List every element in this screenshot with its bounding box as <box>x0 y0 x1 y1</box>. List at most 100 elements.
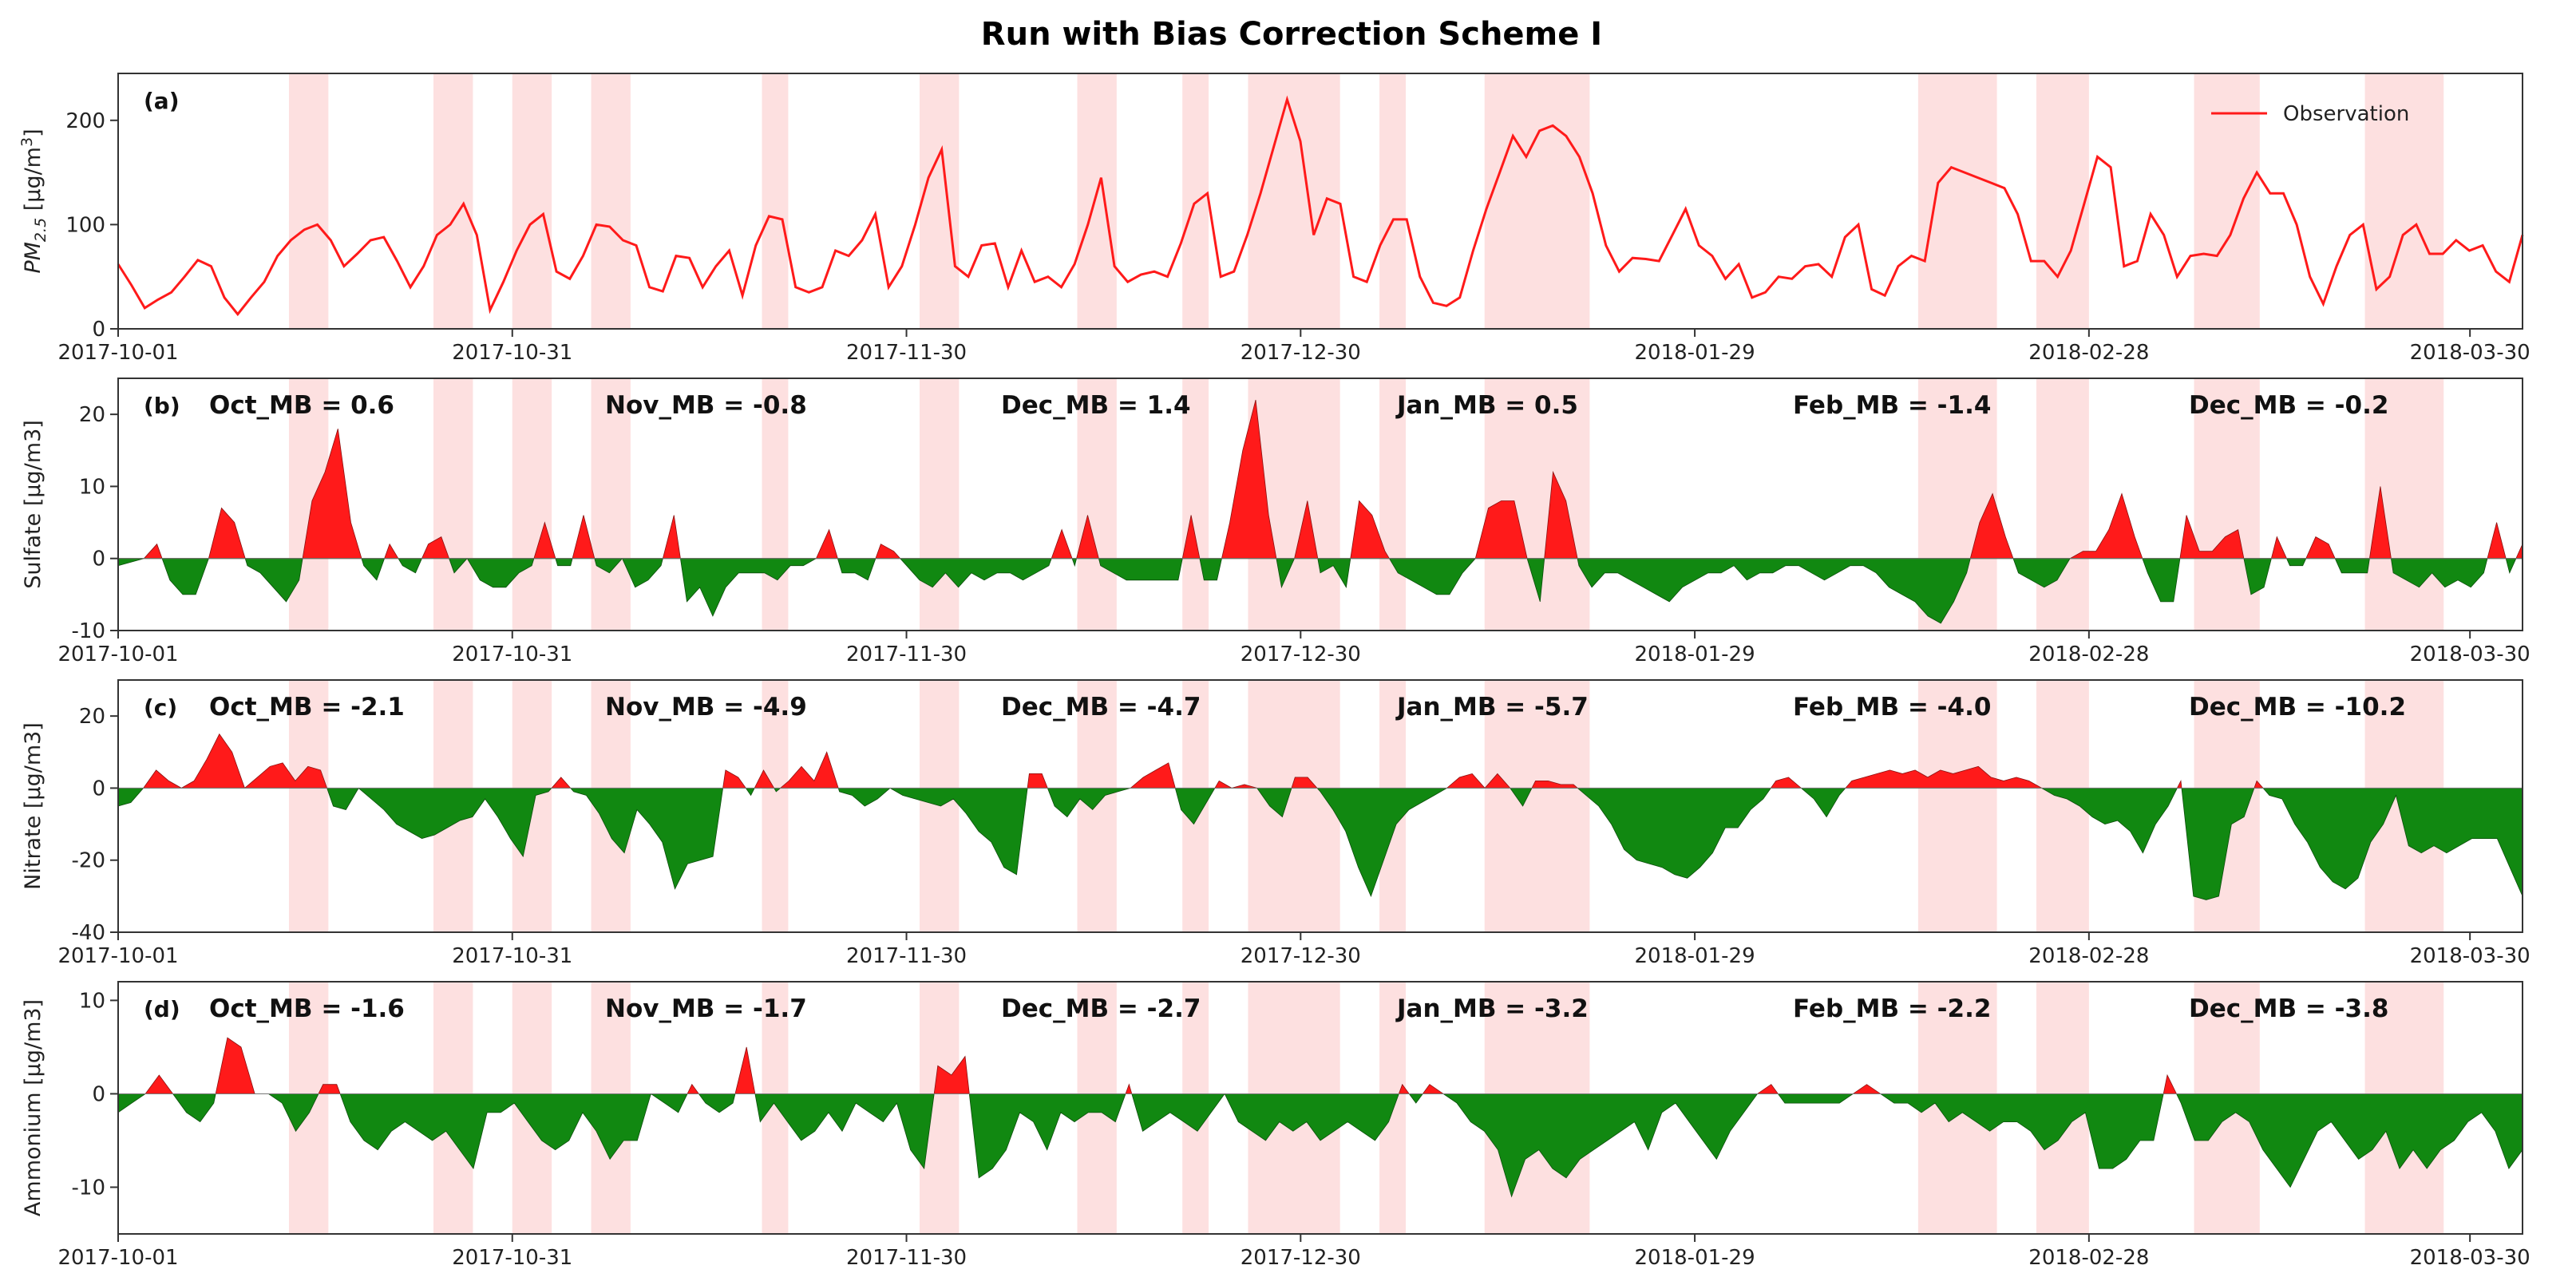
shaded-period <box>920 680 960 932</box>
x-tick-label: 2017-10-01 <box>57 944 178 968</box>
shaded-period <box>2036 73 2089 329</box>
mean-bias-label: Feb_MB = -4.0 <box>1793 693 1991 722</box>
x-tick-label: 2017-10-31 <box>452 642 572 666</box>
shaded-period <box>591 73 631 329</box>
series-line-observation <box>117 95 2524 317</box>
shaded-period <box>2036 378 2089 631</box>
shaded-period <box>2194 378 2260 631</box>
x-tick-label: 2017-10-01 <box>57 341 178 365</box>
shaded-period <box>920 73 960 329</box>
x-tick-label: 2018-02-28 <box>2028 642 2149 666</box>
x-tick-label: 2018-01-29 <box>1635 341 1755 365</box>
panel-label: (b) <box>144 393 180 419</box>
x-tick-label: 2017-12-30 <box>1241 341 1361 365</box>
panel-c: Oct_MB = -2.1 Nov_MB = -4.9 Dec_MB = -4.7 J… <box>21 679 2530 968</box>
y-tick-label: -40 <box>72 921 105 945</box>
x-tick-label: 2017-11-30 <box>846 642 967 666</box>
shaded-period <box>288 73 329 329</box>
shaded-period <box>1182 378 1209 631</box>
y-tick-label: -10 <box>72 619 105 643</box>
x-tick-label: 2017-11-30 <box>846 1246 967 1270</box>
x-tick-label: 2017-10-01 <box>57 1246 178 1270</box>
y-tick-label: 0 <box>92 548 105 571</box>
mean-bias-label: Dec_MB = -0.2 <box>2189 391 2388 420</box>
shaded-period <box>762 73 789 329</box>
x-tick-label: 2018-01-29 <box>1635 642 1755 666</box>
mean-bias-label: Oct_MB = -1.6 <box>209 994 405 1023</box>
x-tick-label: 2017-12-30 <box>1241 944 1361 968</box>
shaded-period <box>591 378 631 631</box>
shaded-period <box>762 680 789 932</box>
axes-frame <box>117 73 2523 330</box>
legend-label: Observation <box>2283 102 2409 126</box>
mean-bias-label: Feb_MB = -1.4 <box>1793 391 1991 420</box>
mean-bias-label: Dec_MB = -10.2 <box>2189 693 2406 722</box>
y-tick-label: 0 <box>92 1082 105 1106</box>
panel-a: Observation (a) 0 100 200 PM2.5 [μg/m3] 2017-1… <box>18 73 2530 365</box>
shaded-period <box>512 73 552 329</box>
y-tick-label: 100 <box>65 213 105 237</box>
mean-bias-label: Oct_MB = -2.1 <box>209 693 405 722</box>
axes-frame <box>117 981 2523 1235</box>
y-tick-label: 10 <box>79 989 105 1013</box>
panel-label: (a) <box>144 88 180 114</box>
y-axis-label: Ammonium [μg/m3] <box>21 999 46 1216</box>
shaded-period <box>762 378 789 631</box>
x-tick-label: 2018-03-30 <box>2410 642 2530 666</box>
y-tick-label: 10 <box>79 475 105 499</box>
x-tick-label: 2018-03-30 <box>2410 944 2530 968</box>
shaded-period <box>433 73 473 329</box>
mean-bias-label: Jan_MB = -5.7 <box>1395 693 1589 722</box>
x-tick-label: 2017-11-30 <box>846 944 967 968</box>
shaded-period <box>920 378 960 631</box>
mean-bias-label: Jan_MB = 0.5 <box>1395 391 1578 420</box>
x-tick-label: 2017-11-30 <box>846 341 967 365</box>
y-axis-label: PM2.5 [μg/m3] <box>18 128 49 273</box>
x-tick-label: 2018-03-30 <box>2410 1246 2530 1270</box>
x-tick-label: 2018-02-28 <box>2028 944 2149 968</box>
x-tick-label: 2018-02-28 <box>2028 1246 2149 1270</box>
y-tick-label: 20 <box>79 705 105 729</box>
shaded-period <box>1248 73 1340 329</box>
x-tick-label: 2017-10-31 <box>452 944 572 968</box>
shaded-period <box>1917 73 1997 329</box>
x-tick-label: 2018-02-28 <box>2028 341 2149 365</box>
x-tick-label: 2018-01-29 <box>1635 944 1755 968</box>
mean-bias-label: Feb_MB = -2.2 <box>1793 994 1991 1023</box>
mean-bias-label: Oct_MB = 0.6 <box>209 391 394 420</box>
shaded-period <box>1182 73 1209 329</box>
y-axis-label: Nitrate [μg/m3] <box>21 722 46 890</box>
chart-title: Run with Bias Correction Scheme I <box>981 16 1602 53</box>
shaded-period <box>1077 73 1117 329</box>
x-tick-label: 2017-10-01 <box>57 642 178 666</box>
mean-bias-label: Dec_MB = 1.4 <box>1001 391 1191 420</box>
axes-frame <box>117 679 2523 933</box>
y-tick-label: -10 <box>72 1176 105 1200</box>
x-tick-label: 2017-10-31 <box>452 341 572 365</box>
mean-bias-label: Dec_MB = -4.7 <box>1001 693 1201 722</box>
bias-negative-area <box>117 1093 2523 1198</box>
x-tick-label: 2018-01-29 <box>1635 1246 1755 1270</box>
mean-bias-label: Nov_MB = -1.7 <box>605 994 807 1023</box>
x-tick-label: 2017-12-30 <box>1241 1246 1361 1270</box>
shaded-period <box>1484 73 1590 329</box>
y-tick-label: 20 <box>79 403 105 427</box>
axes-frame <box>117 378 2523 631</box>
shaded-period <box>1077 680 1117 932</box>
shaded-period <box>433 378 473 631</box>
bias-negative-area <box>117 557 2523 624</box>
panel-label: (c) <box>144 694 177 721</box>
shaded-period <box>1379 73 1406 329</box>
shaded-period <box>1248 680 1340 932</box>
shaded-period <box>512 378 552 631</box>
shaded-period <box>1484 680 1590 932</box>
shaded-period <box>2194 73 2260 329</box>
y-tick-label: -20 <box>72 849 105 873</box>
mean-bias-label: Jan_MB = -3.2 <box>1395 994 1589 1023</box>
panel-b: Oct_MB = 0.6 Nov_MB = -0.8 Dec_MB = 1.4 Jan… <box>21 378 2530 666</box>
mean-bias-label: Nov_MB = -4.9 <box>605 693 807 722</box>
mean-bias-label: Dec_MB = -3.8 <box>2189 994 2388 1023</box>
shaded-period <box>288 680 329 932</box>
